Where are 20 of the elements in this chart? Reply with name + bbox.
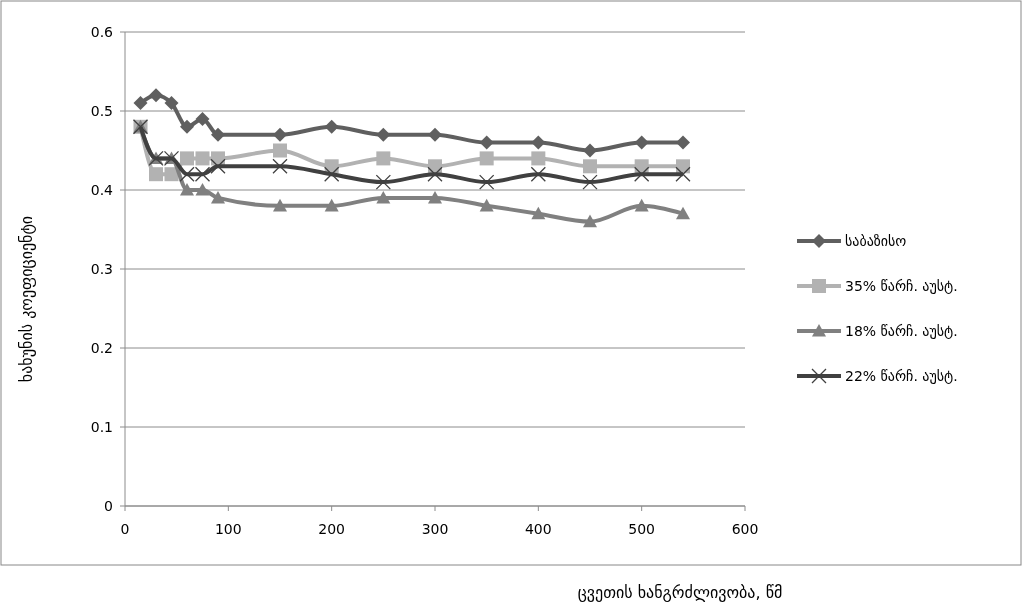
- legend-label: 22% წარჩ. აუსტ.: [845, 367, 958, 384]
- x-tick-label: 400: [524, 521, 552, 537]
- x-axis-title: ცვეთის ხანგრძლივობა, წმ: [577, 583, 783, 602]
- y-tick-label: 0.1: [90, 418, 113, 435]
- x-tick-label: 500: [628, 521, 656, 537]
- x-tick-label: 200: [318, 521, 346, 537]
- legend-label: 18% წარჩ. აუსტ.: [845, 322, 958, 339]
- y-tick-label: 0.3: [90, 260, 113, 277]
- x-tick-label: 600: [731, 521, 759, 537]
- legend-label: 35% წარჩ. აუსტ.: [845, 277, 958, 294]
- y-axis-title: ხახუნის კოეფიციენტი: [17, 215, 36, 383]
- y-tick-label: 0.5: [90, 102, 113, 119]
- y-tick-label: 0.4: [90, 181, 114, 198]
- y-tick-label: 0: [104, 497, 113, 514]
- x-tick-label: 0: [120, 521, 130, 537]
- legend-label: საბაზისო: [845, 232, 907, 249]
- y-tick-label: 0.2: [90, 339, 113, 356]
- x-tick-label: 300: [421, 521, 449, 537]
- y-tick-label: 0.6: [90, 23, 114, 40]
- x-tick-label: 100: [214, 521, 242, 537]
